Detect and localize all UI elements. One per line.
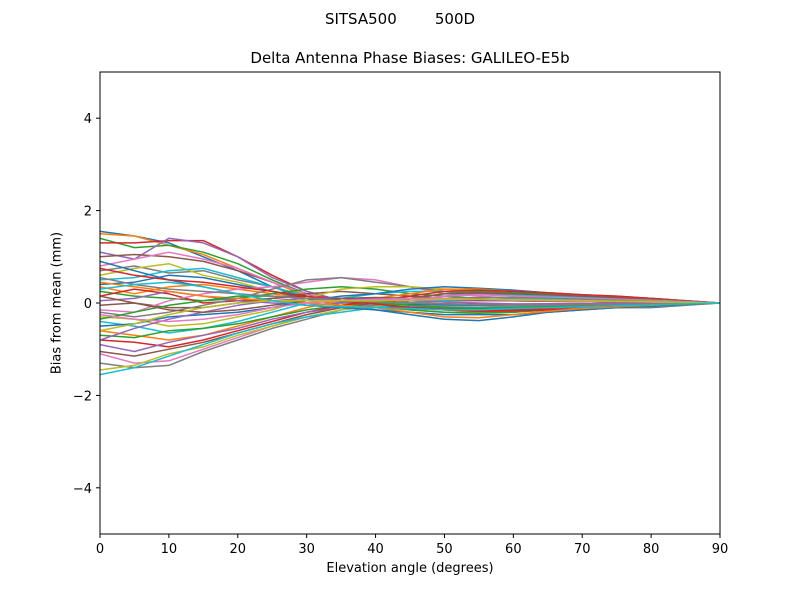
x-tick-label: 20 [230,542,247,557]
x-tick: 20 [230,534,247,557]
x-tick: 10 [161,534,178,557]
x-tick: 30 [298,534,315,557]
x-tick-label: 10 [161,542,178,557]
x-tick: 60 [505,534,522,557]
x-tick-label: 60 [505,542,522,557]
x-tick-label: 30 [298,542,315,557]
y-axis-label: Bias from mean (mm) [49,231,65,375]
y-tick-label: −2 [73,389,92,404]
y-tick: −2 [73,389,100,404]
y-axis: −4 −2 0 2 4 [73,112,100,497]
series-line-38 [100,276,720,307]
y-tick-label: 4 [84,112,92,127]
x-tick: 50 [436,534,453,557]
x-tick: 0 [96,534,104,557]
y-tick-label: 0 [84,297,92,312]
x-tick-label: 40 [367,542,384,557]
x-tick: 70 [574,534,591,557]
figure-suptitle: SITSA500 500D [324,10,476,28]
x-tick: 80 [643,534,660,557]
x-tick-label: 50 [436,542,453,557]
x-tick-label: 80 [643,542,660,557]
x-tick: 40 [367,534,384,557]
y-tick-label: 2 [84,205,92,220]
chart-title: Delta Antenna Phase Biases: GALILEO-E5b [250,49,570,67]
x-tick-label: 0 [96,542,104,557]
x-tick-label: 90 [712,542,729,557]
x-axis: 0 10 20 30 40 50 60 70 80 90 [96,534,728,557]
series-group [100,230,720,376]
y-tick: 4 [84,112,100,127]
x-tick: 90 [712,534,729,557]
series-line-32 [100,281,720,319]
y-tick-label: −4 [73,482,92,497]
y-tick: 2 [84,205,100,220]
series-line-40 [100,281,720,311]
y-tick: −4 [73,482,100,497]
x-axis-label: Elevation angle (degrees) [326,561,494,576]
series-line-39 [100,298,720,332]
y-tick: 0 [84,297,100,312]
series-line-24 [100,289,720,348]
x-tick-label: 70 [574,542,591,557]
